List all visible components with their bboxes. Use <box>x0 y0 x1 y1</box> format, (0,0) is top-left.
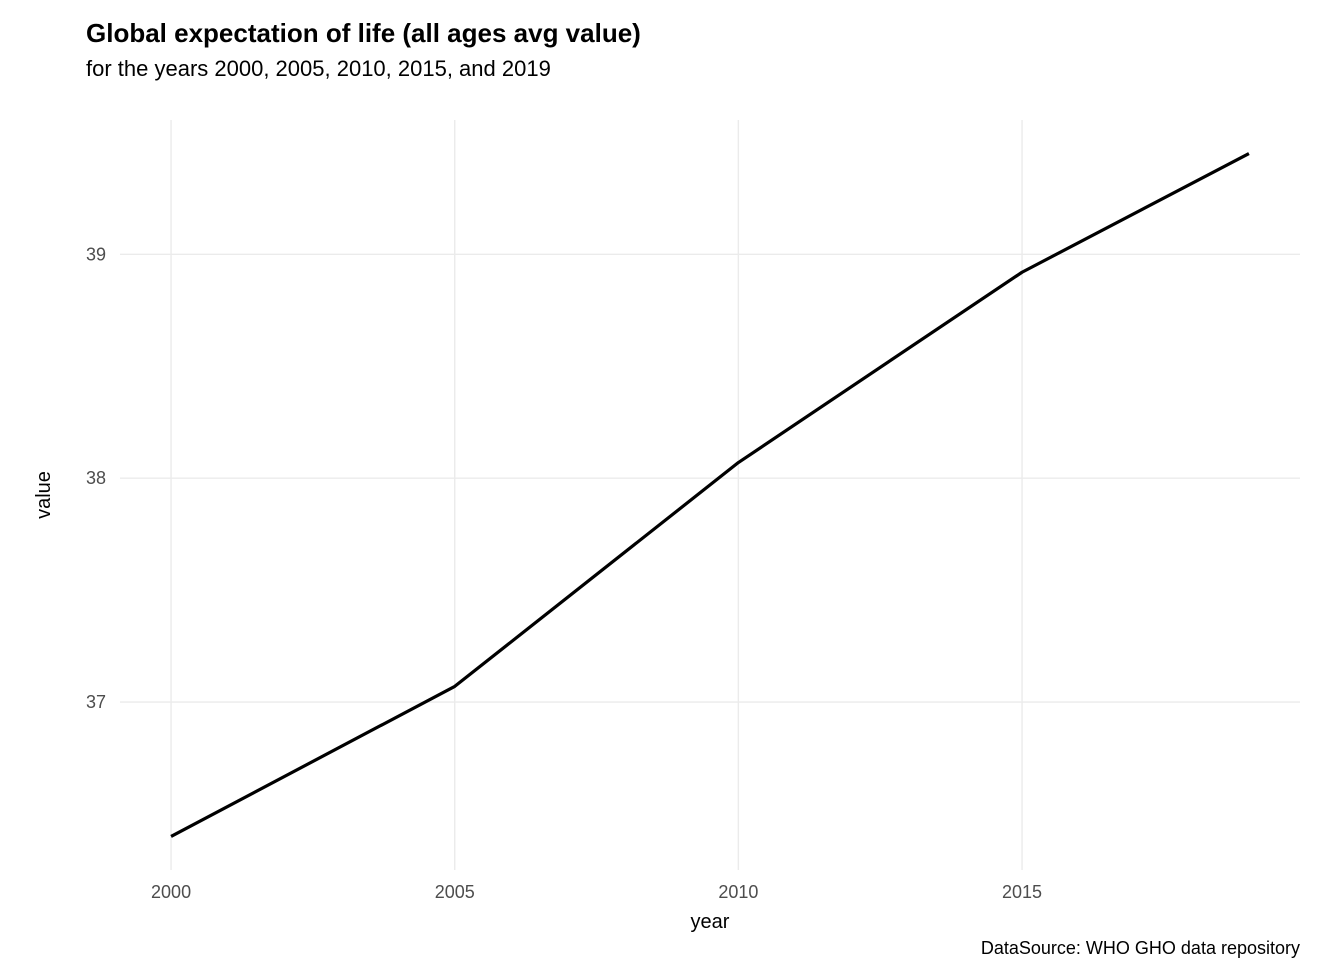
line-chart: 2000 2005 2010 2015 37 38 39 Global expectati… <box>0 0 1344 960</box>
y-tick-label: 39 <box>86 244 106 264</box>
chart-container: 2000 2005 2010 2015 37 38 39 Global expectati… <box>0 0 1344 960</box>
chart-title: Global expectation of life (all ages avg… <box>86 18 641 48</box>
y-axis-label: value <box>33 471 55 519</box>
x-tick-label: 2015 <box>1002 882 1042 902</box>
chart-background <box>0 0 1344 960</box>
y-tick-label: 38 <box>86 468 106 488</box>
y-tick-label: 37 <box>86 692 106 712</box>
x-tick-label: 2005 <box>435 882 475 902</box>
x-tick-label: 2010 <box>718 882 758 902</box>
x-tick-label: 2000 <box>151 882 191 902</box>
chart-subtitle: for the years 2000, 2005, 2010, 2015, an… <box>86 56 551 81</box>
x-axis-label: year <box>691 911 730 933</box>
chart-caption: DataSource: WHO GHO data repository <box>981 938 1300 958</box>
